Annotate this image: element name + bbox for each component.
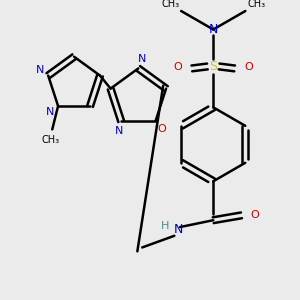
Text: CH₃: CH₃ [161,0,179,9]
Text: CH₃: CH₃ [41,135,59,145]
Text: N: N [46,107,55,117]
Text: O: O [157,124,166,134]
Text: S: S [209,60,217,73]
Text: N: N [173,224,183,236]
Text: N: N [36,65,45,75]
Text: O: O [251,210,260,220]
Text: CH₃: CH₃ [247,0,265,9]
Text: O: O [174,62,183,72]
Text: N: N [208,23,218,36]
Text: O: O [244,62,253,72]
Text: N: N [138,54,146,64]
Text: H: H [160,221,169,231]
Text: N: N [115,126,123,136]
